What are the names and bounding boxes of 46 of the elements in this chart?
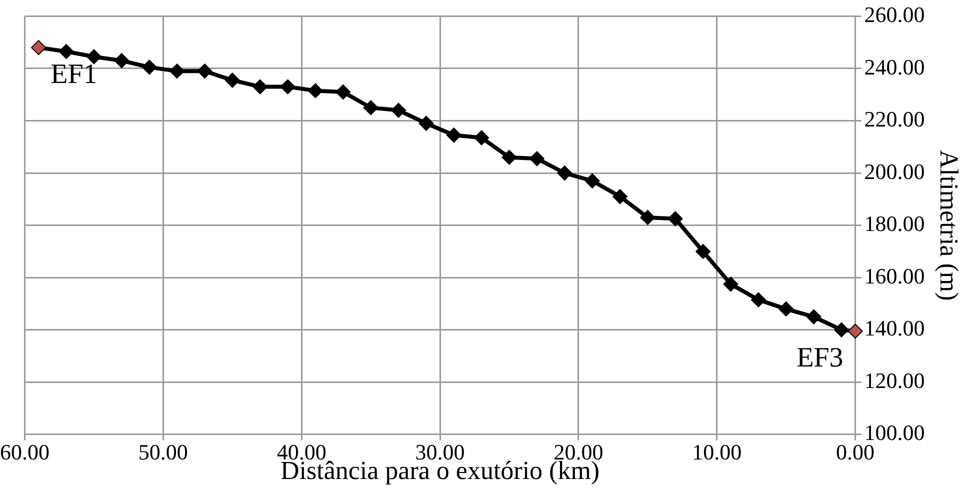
point — [31, 40, 46, 56]
point — [474, 130, 490, 146]
point — [58, 44, 74, 59]
y-tick-label: 200.00 — [864, 158, 925, 184]
point — [391, 102, 406, 118]
y-tick-label: 140.00 — [864, 316, 925, 341]
point — [142, 60, 157, 75]
y-tick-label: 260.00 — [864, 2, 925, 27]
point — [750, 292, 766, 308]
y-tick-label: 160.00 — [864, 263, 925, 288]
point — [363, 100, 378, 116]
point — [197, 64, 212, 79]
y-axis-title: Altimetria (m) — [934, 150, 964, 301]
point — [446, 128, 462, 143]
point — [502, 150, 517, 165]
point — [114, 53, 130, 68]
point — [336, 84, 351, 100]
annotation: EF3 — [796, 342, 844, 374]
annotation: EF1 — [50, 58, 98, 90]
point — [696, 244, 711, 259]
point — [584, 173, 600, 188]
point — [170, 64, 185, 79]
y-tick-label: 220.00 — [864, 106, 925, 132]
point — [224, 72, 240, 88]
point — [848, 324, 863, 339]
point — [529, 151, 544, 166]
point — [612, 189, 628, 204]
x-tick-label: 50.00 — [138, 439, 188, 464]
point — [86, 49, 102, 64]
point — [280, 79, 296, 94]
y-tick-label: 240.00 — [864, 54, 925, 80]
y-tick-label: 180.00 — [864, 211, 925, 236]
x-tick-label: 60.00 — [0, 439, 50, 464]
point — [806, 309, 822, 324]
point — [308, 83, 323, 98]
point — [778, 301, 794, 316]
point — [834, 322, 849, 338]
point — [723, 276, 738, 292]
point — [640, 210, 656, 225]
x-tick-label: 30.00 — [415, 439, 465, 464]
y-tick-label: 120.00 — [864, 368, 925, 393]
point — [252, 79, 268, 94]
point — [668, 211, 683, 226]
x-tick-label: 10.00 — [692, 439, 742, 464]
point — [557, 166, 572, 181]
point — [418, 116, 434, 131]
